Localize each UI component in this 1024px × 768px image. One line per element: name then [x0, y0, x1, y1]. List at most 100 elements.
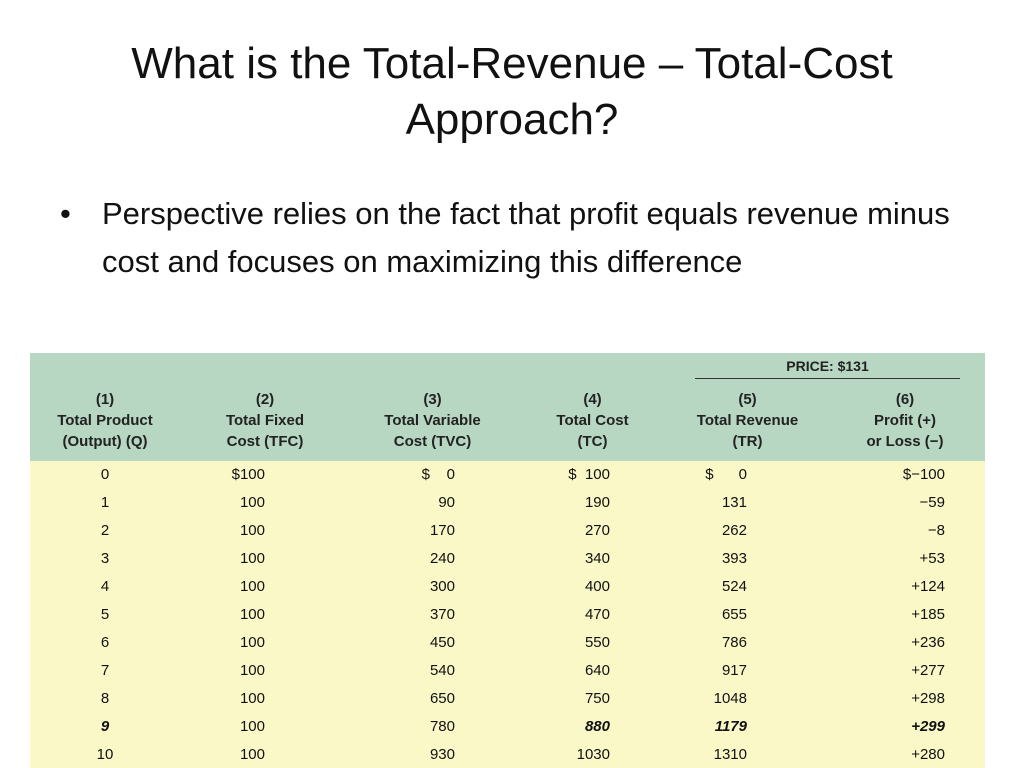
table-row: 5 100 370 470 655 +185	[30, 601, 985, 629]
tr-cell: 655	[721, 605, 747, 623]
column-title: Total Fixed	[225, 411, 305, 429]
column-number: (6)	[895, 390, 915, 408]
table-row: 7 100 540 640 917 +277	[30, 656, 985, 684]
cost-revenue-table: PRICE: $131 (1) Total Product (Output) (…	[30, 353, 985, 768]
tc-cell: 340	[584, 550, 610, 568]
tfc-cell: 100	[239, 717, 265, 735]
tr-cell: 1179	[714, 717, 747, 735]
table-row: 0 $100 $ 0 $ 100 $ 0 $−100	[30, 461, 985, 489]
tr-cell: 917	[721, 661, 747, 679]
profit-cell: +185	[911, 605, 945, 623]
tfc-cell: 100	[239, 633, 265, 651]
tvc-cell: 300	[429, 578, 455, 596]
column-header-row: (1) Total Product (Output) (Q) (2) Total…	[30, 379, 985, 461]
output-cell: 9	[100, 717, 110, 735]
tfc-cell: $100	[231, 466, 265, 484]
tfc-cell: 100	[239, 522, 265, 540]
table-row: 8 100 650 750 1048 +298	[30, 684, 985, 712]
column-title: Total Revenue	[696, 411, 799, 429]
column-header-tc: (4) Total Cost (TC)	[515, 379, 670, 461]
bullet-text: Perspective relies on the fact that prof…	[102, 196, 950, 279]
tfc-cell: 100	[239, 578, 265, 596]
table-row: 3 100 240 340 393 +53	[30, 545, 985, 573]
slide-title: What is the Total-Revenue – Total-Cost A…	[131, 39, 893, 144]
output-cell: 5	[100, 605, 110, 623]
column-subtitle: or Loss (−)	[866, 432, 944, 450]
tfc-cell: 100	[239, 605, 265, 623]
column-number: (3)	[423, 390, 442, 408]
tvc-cell: 650	[429, 689, 455, 707]
tr-cell: 393	[721, 550, 747, 568]
profit-cell: $−100	[902, 466, 945, 484]
profit-cell: +280	[911, 745, 945, 763]
price-label-cell: PRICE: $131	[670, 353, 985, 379]
output-cell: 7	[100, 661, 110, 679]
tc-cell: 400	[584, 578, 610, 596]
tfc-cell: 100	[239, 494, 265, 512]
output-cell: 8	[100, 689, 110, 707]
column-title: Profit (+)	[873, 411, 937, 429]
column-number: (1)	[95, 390, 115, 408]
table-row: 10 100 930 1030 1310 +280	[30, 740, 985, 768]
tr-cell: 262	[721, 522, 747, 540]
tvc-cell: 90	[438, 494, 455, 512]
tr-cell: 131	[721, 494, 747, 512]
output-cell: 3	[100, 550, 110, 568]
tvc-cell: 170	[429, 522, 455, 540]
table-row: 1 100 90 190 131 −59	[30, 489, 985, 517]
tc-cell: 750	[584, 689, 610, 707]
price-label: PRICE: $131	[695, 358, 960, 379]
tfc-cell: 100	[239, 745, 265, 763]
column-header-output: (1) Total Product (Output) (Q)	[30, 379, 180, 461]
column-number: (2)	[255, 390, 275, 408]
column-title: Total Product	[57, 411, 153, 429]
tr-cell: 786	[721, 633, 747, 651]
profit-cell: +53	[919, 550, 945, 568]
tvc-cell: 450	[429, 633, 455, 651]
tc-cell: 190	[584, 494, 610, 512]
output-cell: 6	[100, 633, 110, 651]
tvc-cell: 930	[429, 745, 455, 763]
tvc-cell: $ 0	[421, 466, 455, 484]
tc-cell: 640	[584, 661, 610, 679]
profit-cell: −8	[927, 522, 945, 540]
profit-cell: +298	[911, 689, 945, 707]
profit-cell: +236	[911, 633, 945, 651]
tfc-cell: 100	[239, 689, 265, 707]
tc-cell: 1030	[576, 745, 610, 763]
profit-cell: +124	[911, 578, 945, 596]
bullet-dot-icon: •	[60, 196, 71, 231]
tfc-cell: 100	[239, 661, 265, 679]
bullet-point: • Perspective relies on the fact that pr…	[60, 190, 986, 286]
column-title: Total Cost	[556, 411, 629, 429]
table-row: 2 100 170 270 262 −8	[30, 517, 985, 545]
tc-cell: 550	[584, 633, 610, 651]
column-subtitle: (TC)	[577, 432, 608, 450]
tr-cell: 524	[721, 578, 747, 596]
tc-cell: 270	[584, 522, 610, 540]
table-row: 6 100 450 550 786 +236	[30, 628, 985, 656]
output-cell: 10	[96, 745, 114, 763]
profit-cell: +299	[911, 717, 945, 735]
column-header-tvc: (3) Total Variable Cost (TVC)	[350, 379, 515, 461]
column-header-tr: (5) Total Revenue (TR)	[670, 379, 825, 461]
tvc-cell: 370	[429, 605, 455, 623]
profit-cell: −59	[919, 494, 945, 512]
output-cell: 4	[100, 578, 110, 596]
tvc-cell: 240	[429, 550, 455, 568]
table-body: 0 $100 $ 0 $ 100 $ 0 $−100 1 100 90 190 131 −59 2 100…	[30, 461, 985, 768]
column-number: (5)	[738, 390, 757, 408]
tc-cell: 470	[584, 605, 610, 623]
tc-cell: 880	[584, 717, 610, 735]
column-title: Total Variable	[384, 411, 481, 429]
tvc-cell: 540	[429, 661, 455, 679]
column-number: (4)	[583, 390, 602, 408]
table-row: 9 100 780 880 1179 +299	[30, 712, 985, 740]
table-row: 4 100 300 400 524 +124	[30, 573, 985, 601]
profit-cell: +277	[911, 661, 945, 679]
column-header-tfc: (2) Total Fixed Cost (TFC)	[180, 379, 350, 461]
tr-cell: $ 0	[705, 466, 747, 484]
column-subtitle: Cost (TFC)	[226, 432, 304, 450]
tc-cell: $ 100	[568, 466, 610, 484]
column-header-profit: (6) Profit (+) or Loss (−)	[825, 379, 985, 461]
